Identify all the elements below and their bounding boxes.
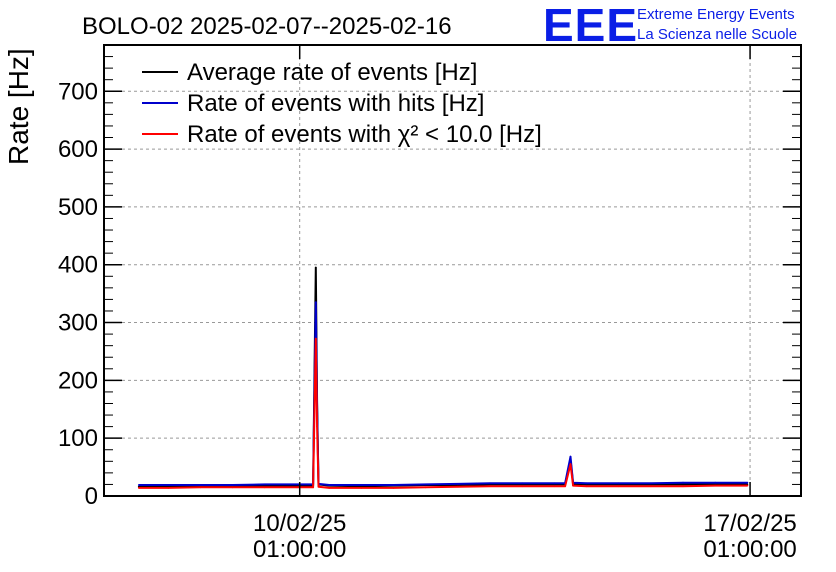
series-2-point [316, 425, 318, 428]
series-1-point [424, 483, 427, 486]
y-tick-label: 700 [58, 78, 98, 105]
series-2-point [328, 487, 331, 489]
x-tick-label-date: 10/02/25 [253, 510, 346, 537]
series-2-point [199, 486, 202, 489]
series-1-point [585, 482, 588, 485]
series-0-point [314, 266, 317, 269]
series-line-2 [138, 337, 748, 489]
series-1-point [199, 484, 202, 486]
series-2-point [572, 484, 574, 487]
series-1-point [489, 482, 491, 485]
series-2-point [714, 484, 717, 487]
logo-line-1: Extreme Energy Events [637, 6, 795, 23]
x-tick-label-time: 01:00:00 [703, 536, 796, 563]
series-1-point [521, 482, 524, 485]
y-tick-label: 300 [58, 310, 98, 337]
y-tick-label: 100 [58, 425, 98, 452]
series-2-point [617, 485, 620, 488]
series-2-point [585, 485, 588, 488]
series-1-point [263, 483, 266, 486]
series-1-point [553, 482, 556, 485]
legend: Average rate of events [Hz] Rate of even… [142, 59, 542, 148]
series-1-point [617, 482, 620, 485]
eee-logo: EEE Extreme Energy Events La Scienza nel… [543, 0, 797, 51]
grid-lines [104, 45, 801, 496]
legend-label-average: Average rate of events [Hz] [187, 59, 477, 86]
series-1-point [714, 481, 717, 484]
series-2-point [263, 486, 266, 489]
logo-line-2: La Scienza nelle Scuole [637, 26, 797, 43]
series-2-point [489, 485, 491, 488]
series-2-point [137, 487, 140, 489]
series-2-point [231, 486, 234, 489]
y-tick-label: 600 [58, 136, 98, 163]
series-2-point [167, 487, 170, 489]
series-2-point [682, 485, 684, 488]
series-1-point [392, 484, 395, 486]
chart-title: BOLO-02 2025-02-07--2025-02-16 [82, 13, 452, 40]
series-1-point [314, 301, 317, 304]
y-tick-label: 400 [58, 252, 98, 279]
series-2-point [746, 484, 749, 487]
series-2-point [521, 485, 524, 488]
y-tick-label: 200 [58, 367, 98, 394]
series-2-point [312, 486, 314, 489]
series-1-point [682, 481, 684, 484]
series-2-point [296, 486, 298, 489]
series-2-point [314, 337, 317, 340]
x-tick-label-date: 17/02/25 [703, 510, 796, 537]
y-tick-label: 500 [58, 194, 98, 221]
series-1-point [328, 484, 331, 486]
series-2-point [564, 485, 566, 488]
y-axis-label: Rate [Hz] [3, 48, 34, 165]
y-tick-label: 0 [85, 483, 98, 510]
axis-ticks [104, 44, 801, 497]
legend-label-hits: Rate of events with hits [Hz] [187, 90, 484, 117]
series-1-point [360, 484, 363, 486]
series-1-point [457, 483, 459, 485]
series-2-point [424, 486, 427, 489]
series-0-point [682, 483, 684, 486]
series-2-point [360, 487, 363, 489]
series-2-point [650, 485, 652, 488]
legend-label-chi2: Rate of events with χ² < 10.0 [Hz] [187, 121, 542, 148]
series-1-point [231, 484, 234, 486]
series-2-point [317, 485, 320, 488]
tick-labels: 010020030040050060070010/02/2501:00:0017… [58, 78, 797, 563]
series-1-point [296, 483, 298, 486]
series-line-0 [138, 266, 748, 488]
plot-frame [103, 44, 802, 497]
x-tick-label-time: 01:00:00 [253, 536, 346, 563]
series-1-point [746, 481, 749, 484]
logo-letters: EEE [543, 0, 638, 51]
series-1-point [137, 484, 140, 486]
series-1-point [569, 455, 572, 458]
series-1-point [650, 482, 652, 485]
series-line-1 [138, 301, 748, 486]
series-2-point [457, 485, 459, 488]
series-2-point [553, 485, 556, 488]
series-2-point [392, 487, 395, 489]
series-layer [137, 266, 749, 489]
series-2-point [569, 463, 572, 466]
series-1-point [167, 484, 170, 486]
